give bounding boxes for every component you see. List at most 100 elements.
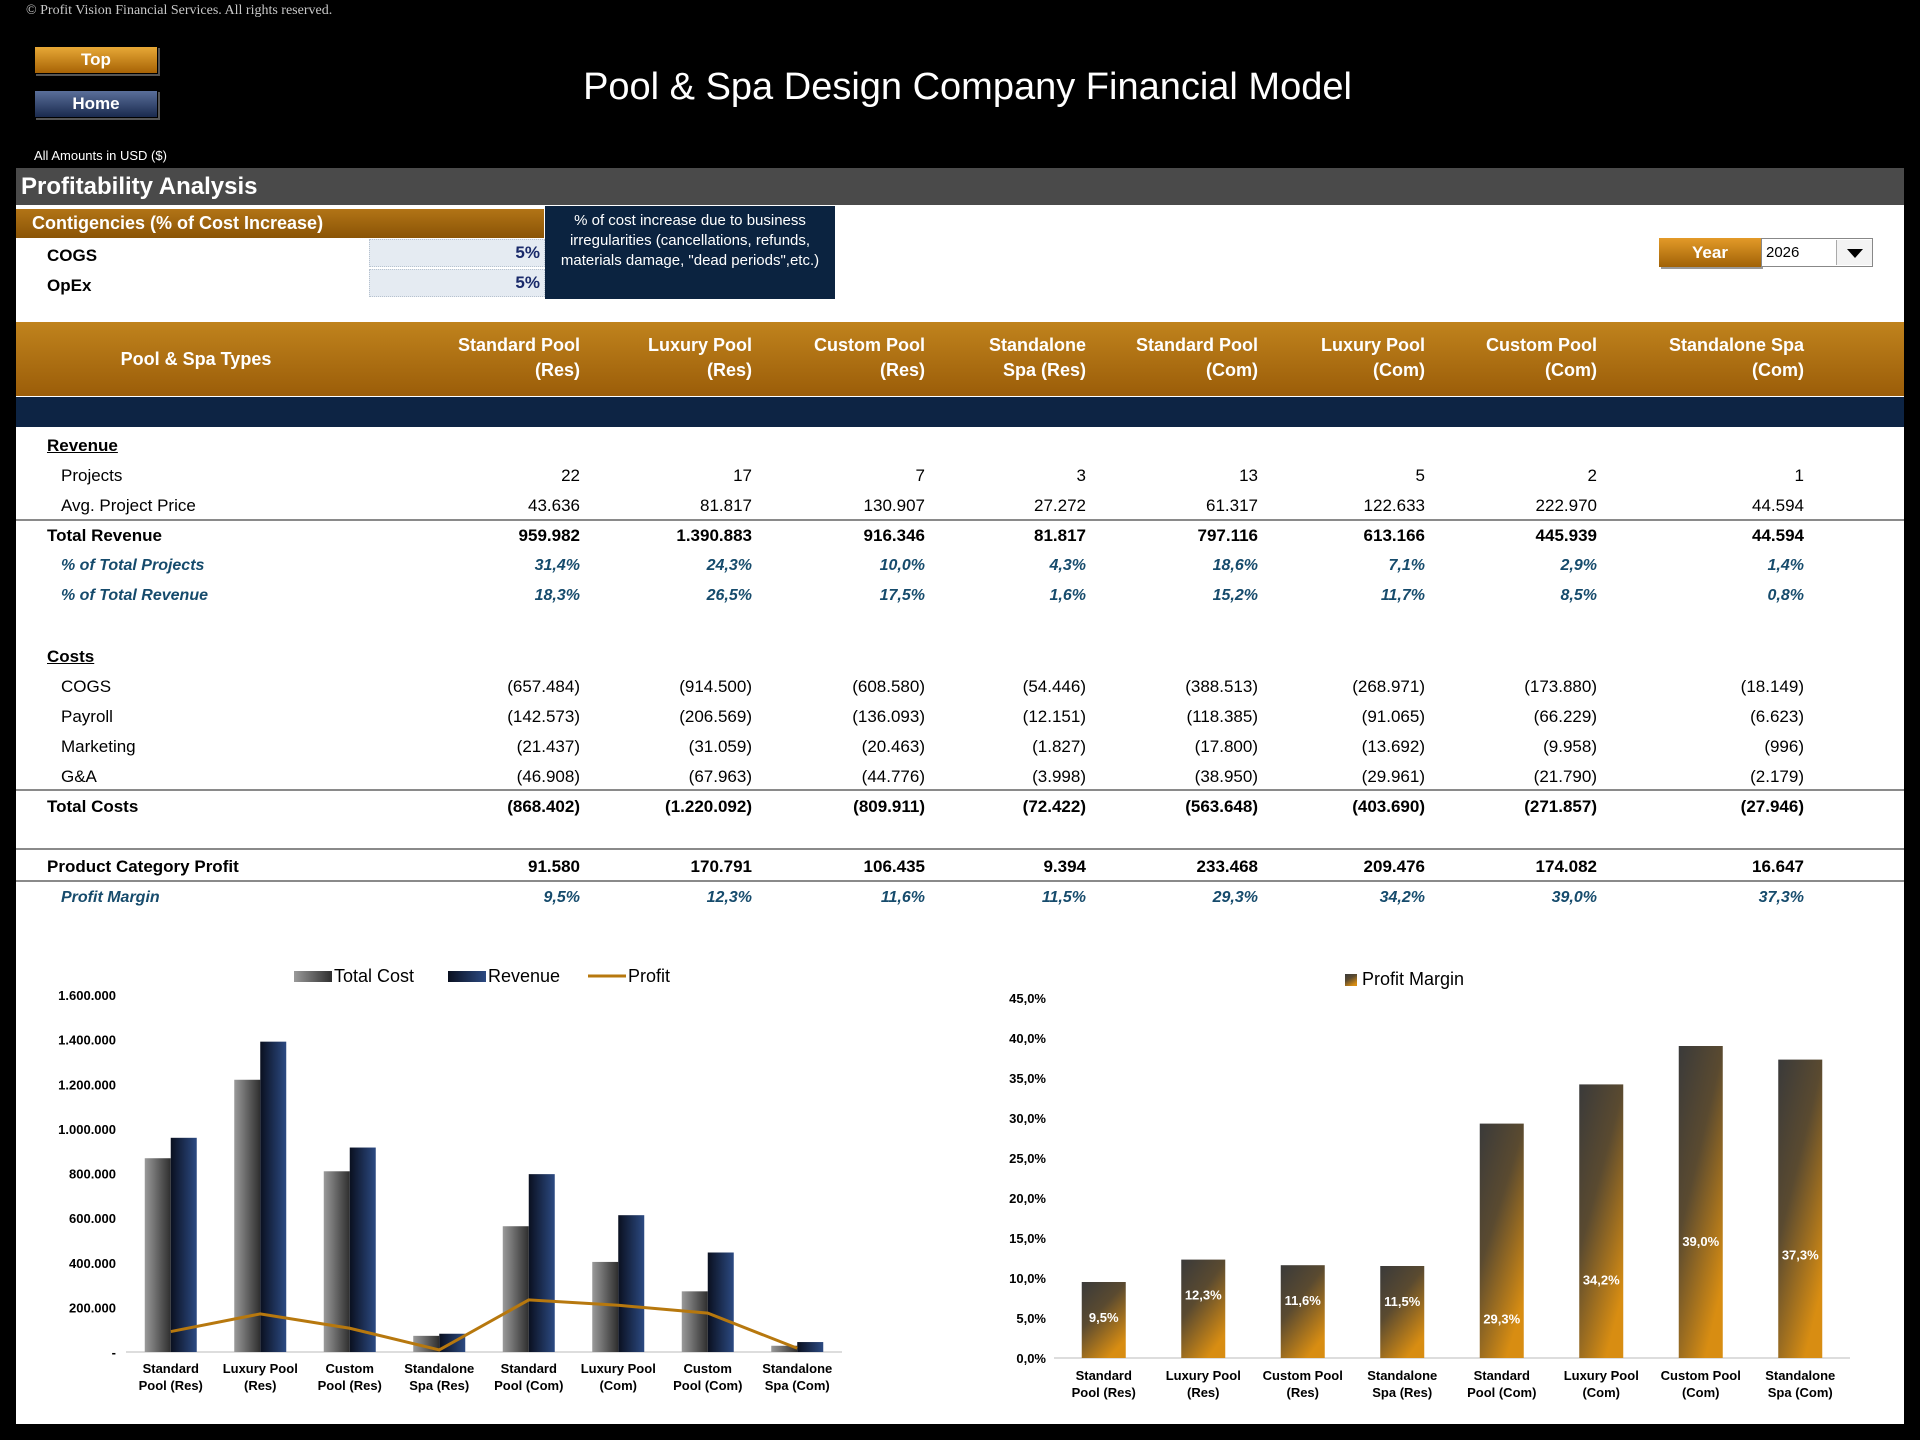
column-header-line1: Standard Pool <box>457 335 580 355</box>
row-label-marketing: Marketing <box>61 737 136 756</box>
opex-contingency-input[interactable]: 5% <box>369 269 545 297</box>
cell-avg-price: 222.970 <box>1535 496 1597 515</box>
column-header-line1: Custom Pool <box>1486 335 1597 355</box>
cell-margin: 11,6% <box>880 889 925 906</box>
cell-pct-revenue: 8,5% <box>1560 587 1597 604</box>
revenue-cost-profit-chart: - 200.000 400.000 600.000 800.000 1.000.000 1.… <box>58 966 842 1393</box>
cell-payroll: (91.065) <box>1361 707 1425 726</box>
x-category-label: (Res) <box>1187 1385 1220 1400</box>
data-label: 11,5% <box>1384 1294 1421 1309</box>
cell-pct-projects: 31,4% <box>534 557 580 574</box>
bar-profit-margin <box>1678 1046 1723 1358</box>
bar-revenue <box>618 1215 645 1352</box>
y-tick-label: 1.200.000 <box>58 1077 116 1092</box>
cell-payroll: (206.569) <box>679 707 752 726</box>
cell-avg-price: 44.594 <box>1752 496 1804 515</box>
row-label-avg-price: Avg. Project Price <box>61 496 196 515</box>
column-header-line2: (Res) <box>534 360 580 380</box>
column-header-line2: (Com) <box>1206 360 1258 380</box>
column-header-line1: Luxury Pool <box>647 335 752 355</box>
bar-revenue <box>260 1041 287 1352</box>
column-header: Luxury Pool (Com) <box>1255 333 1425 383</box>
cell-total-costs: (271.857) <box>1524 797 1597 816</box>
row-label-projects: Projects <box>61 466 123 485</box>
cell-profit: 91.580 <box>528 857 580 876</box>
cell-avg-price: 81.817 <box>700 496 752 515</box>
column-header-line1: Standard Pool <box>1135 335 1258 355</box>
chevron-down-icon[interactable] <box>1836 240 1872 265</box>
header-divider-band <box>16 397 1904 427</box>
data-label: 39,0% <box>1682 1234 1719 1249</box>
cell-marketing: (1.827) <box>1032 737 1086 756</box>
x-category-label: Standalone <box>1367 1368 1437 1383</box>
cell-marketing: (21.437) <box>516 737 580 756</box>
cell-margin: 29,3% <box>1212 889 1258 906</box>
row-label-total-costs: Total Costs <box>47 797 139 816</box>
cell-cogs: (914.500) <box>679 677 752 696</box>
cell-profit: 209.476 <box>1363 857 1425 876</box>
cell-margin: 39,0% <box>1551 889 1597 906</box>
y-tick-label: 45,0% <box>1009 991 1046 1006</box>
cell-projects: 7 <box>915 466 925 485</box>
x-category-label: Standalone <box>404 1361 474 1376</box>
bar-total-cost <box>681 1291 708 1352</box>
cell-total-revenue: 445.939 <box>1535 526 1597 545</box>
cell-pct-projects: 2,9% <box>1560 557 1597 574</box>
cell-payroll: (66.229) <box>1533 707 1597 726</box>
cell-ga: (67.963) <box>688 767 752 786</box>
bar-profit-margin <box>1181 1259 1226 1358</box>
cell-projects: 2 <box>1587 466 1597 485</box>
cell-pct-projects: 24,3% <box>706 557 752 574</box>
cell-total-costs: (563.648) <box>1185 797 1258 816</box>
cell-profit: 170.791 <box>690 857 752 876</box>
y-tick-label: 15,0% <box>1009 1231 1046 1246</box>
cell-ga: (2.179) <box>1750 767 1804 786</box>
cell-payroll: (12.151) <box>1022 707 1086 726</box>
cell-cogs: (268.971) <box>1352 677 1425 696</box>
cell-pct-revenue: 26,5% <box>706 587 752 604</box>
y-tick-label: 200.000 <box>69 1300 116 1315</box>
page-title: Pool & Spa Design Company Financial Mode… <box>583 66 1352 108</box>
bar-revenue <box>528 1174 555 1352</box>
column-header-line2: (Com) <box>1752 360 1804 380</box>
legend-label: Profit <box>628 966 670 986</box>
cell-cogs: (54.446) <box>1022 677 1086 696</box>
column-header-line2: (Com) <box>1373 360 1425 380</box>
column-header-line2: (Res) <box>706 360 752 380</box>
types-header-label: Pool & Spa Types <box>120 349 272 369</box>
x-category-label: (Com) <box>599 1378 637 1393</box>
cell-cogs: (657.484) <box>507 677 580 696</box>
cell-marketing: (31.059) <box>688 737 752 756</box>
contingency-note: % of cost increase due to business irreg… <box>545 206 835 299</box>
cell-pct-revenue: 17,5% <box>879 587 925 604</box>
cell-total-revenue: 959.982 <box>518 526 580 545</box>
cell-avg-price: 122.633 <box>1363 496 1425 515</box>
cell-total-costs: (72.422) <box>1022 797 1086 816</box>
y-tick-label: 0,0% <box>1016 1351 1046 1366</box>
x-category-label: Custom Pool <box>1263 1368 1343 1383</box>
cell-marketing: (20.463) <box>861 737 925 756</box>
row-label-pct-projects: % of Total Projects <box>61 557 205 574</box>
legend-label: Total Cost <box>334 966 414 986</box>
cell-projects: 22 <box>561 466 580 485</box>
cell-total-costs: (809.911) <box>853 797 925 816</box>
cell-pct-revenue: 1,6% <box>1049 587 1086 604</box>
cell-projects: 5 <box>1415 466 1425 485</box>
legend-swatch-revenue <box>448 971 486 982</box>
y-tick-label: 5,0% <box>1016 1311 1046 1326</box>
x-category-label: Standard <box>501 1361 557 1376</box>
y-tick-label: 600.000 <box>69 1211 116 1226</box>
cell-cogs: (608.580) <box>852 677 925 696</box>
column-header-line1: Standalone Spa <box>1668 335 1804 355</box>
top-button[interactable]: Top <box>34 46 158 74</box>
bar-total-cost <box>323 1171 350 1352</box>
cell-margin: 11,5% <box>1041 889 1086 906</box>
column-header-line2: (Res) <box>879 360 925 380</box>
cogs-contingency-input[interactable]: 5% <box>369 239 545 267</box>
home-button[interactable]: Home <box>34 90 158 118</box>
bar-revenue <box>170 1137 197 1352</box>
types-header-band <box>16 322 1904 396</box>
cell-margin: 37,3% <box>1758 889 1804 906</box>
cell-ga: (29.961) <box>1361 767 1425 786</box>
x-category-label: (Com) <box>1682 1385 1720 1400</box>
